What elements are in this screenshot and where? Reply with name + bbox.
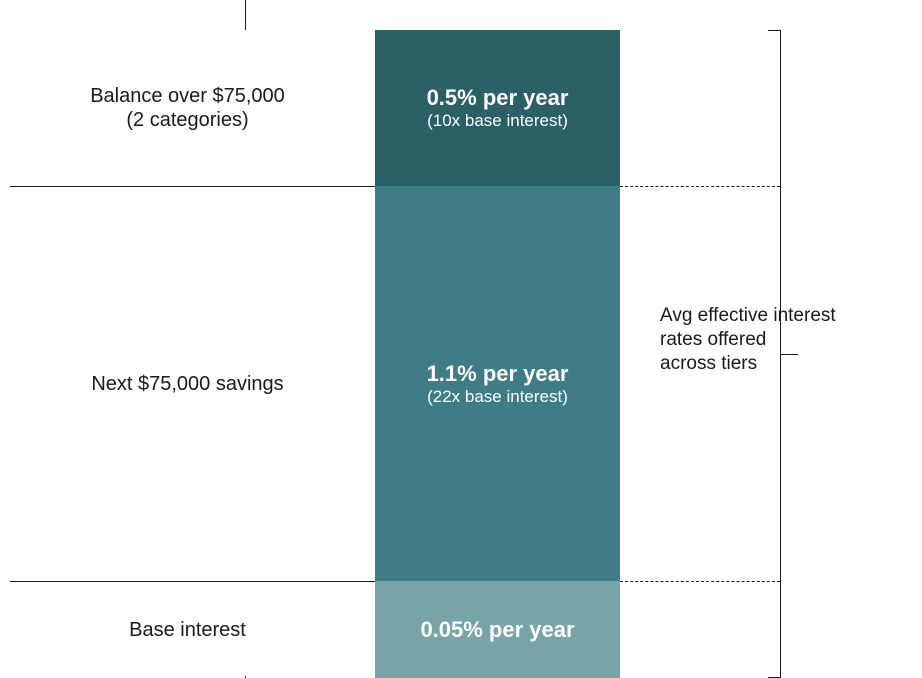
left-rule-2 — [10, 581, 375, 582]
bar-segment-mid: 1.1% per year(22x base interest) — [375, 186, 620, 581]
left-label-mid: Next $75,000 savings — [0, 372, 375, 396]
bracket-top-cap — [768, 30, 780, 31]
annot-line2: rates offered — [660, 328, 910, 352]
bar-segment-base: 0.05% per year — [375, 581, 620, 678]
left-tick-top — [245, 0, 246, 30]
left-rule-1 — [10, 186, 375, 187]
right-dash-2 — [620, 581, 780, 582]
segment-rate-mid: 1.1% per year — [427, 361, 569, 387]
interest-tier-chart: 0.5% per year(10x base interest)Balance … — [0, 0, 922, 678]
annot-line1: Avg effective interest — [660, 304, 910, 328]
segment-sub-top: (10x base interest) — [427, 111, 568, 131]
segment-rate-base: 0.05% per year — [420, 617, 574, 643]
annot-line3: across tiers — [660, 352, 910, 376]
left-label-top: Balance over $75,000(2 categories) — [0, 84, 375, 132]
bar-segment-top: 0.5% per year(10x base interest) — [375, 30, 620, 186]
left-label-base: Base interest — [0, 618, 375, 642]
segment-sub-mid: (22x base interest) — [427, 387, 568, 407]
segment-rate-top: 0.5% per year — [427, 85, 569, 111]
right-dash-1 — [620, 186, 780, 187]
right-annotation: Avg effective interestrates offeredacros… — [660, 304, 910, 376]
